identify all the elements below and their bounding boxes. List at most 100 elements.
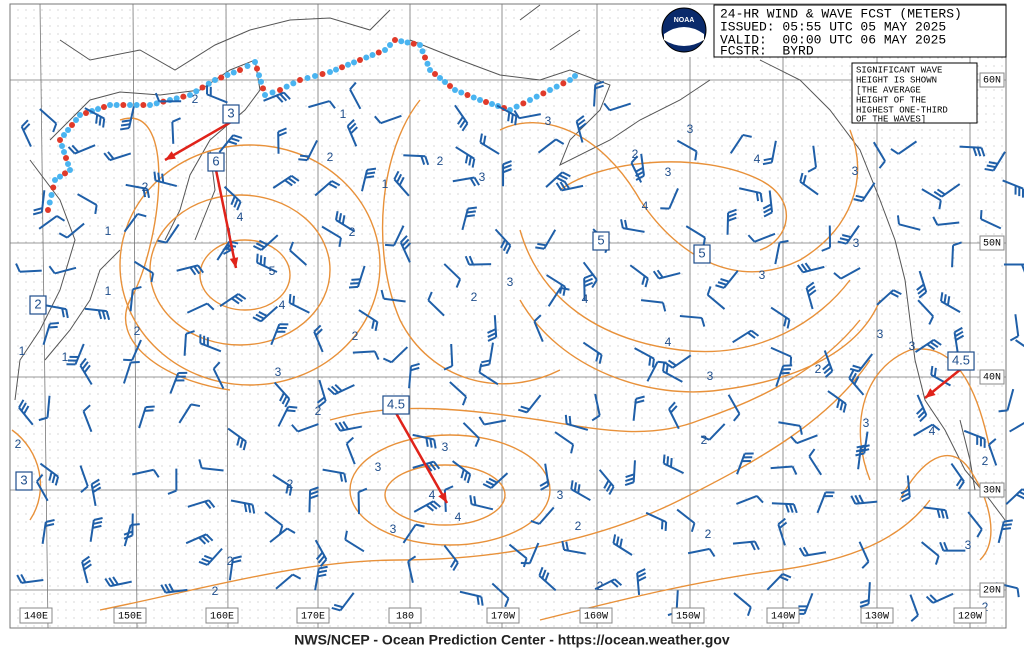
ice-dot xyxy=(424,60,431,67)
wind-barb xyxy=(632,395,645,421)
barb-feather xyxy=(823,366,832,375)
wind-barb xyxy=(848,369,865,396)
barb-feather xyxy=(917,287,926,295)
barb-feather xyxy=(807,166,817,173)
barb-feather xyxy=(374,115,382,124)
barb-staff xyxy=(727,394,741,415)
wind-barb xyxy=(275,573,302,590)
barb-feather xyxy=(464,255,471,265)
wind-barb xyxy=(157,223,180,244)
barb-feather xyxy=(79,357,87,367)
barb-staff xyxy=(796,434,818,445)
barb-feather xyxy=(747,331,756,339)
wind-barb xyxy=(313,324,324,353)
barb-feather xyxy=(933,190,943,198)
barb-feather xyxy=(850,372,857,382)
barb-staff xyxy=(131,339,142,361)
longitude-label: 120W xyxy=(958,612,982,623)
barb-feather xyxy=(660,520,664,530)
barb-staff xyxy=(66,222,85,239)
wind-barb xyxy=(44,304,69,319)
barb-staff xyxy=(349,88,362,110)
barb-feather xyxy=(540,484,549,491)
wind-barb xyxy=(582,341,603,364)
wind-barb xyxy=(185,533,214,545)
ice-dot xyxy=(375,49,382,56)
barb-feather xyxy=(998,409,1008,413)
ice-dot xyxy=(417,42,423,48)
wave-height-box-label: 5 xyxy=(698,245,705,260)
barb-staff xyxy=(708,423,726,441)
barb-feather xyxy=(919,414,928,423)
barb-staff xyxy=(275,573,294,590)
label-bg xyxy=(388,607,422,624)
barb-feather xyxy=(121,119,131,123)
barb-staff xyxy=(840,267,861,280)
contour-label: 2 xyxy=(352,329,359,343)
barb-feather xyxy=(480,363,490,368)
wind-barb xyxy=(953,326,965,355)
wind-barb xyxy=(90,478,102,507)
barb-staff xyxy=(518,113,541,120)
header-line: VALID: 00:00 UTC 06 MAY 2025 xyxy=(720,32,946,47)
barb-feather xyxy=(460,469,465,479)
barb-staff xyxy=(297,423,319,433)
barb-feather xyxy=(429,502,438,510)
wind-barb xyxy=(308,100,336,109)
note-line: HEIGHT IS SHOWN xyxy=(856,75,937,85)
barb-feather xyxy=(461,396,468,406)
wind-barb xyxy=(591,393,601,422)
wind-barb xyxy=(916,394,928,423)
barb-feather xyxy=(164,583,171,593)
wind-barb xyxy=(291,423,319,433)
ice-dot xyxy=(447,83,453,89)
barb-feather xyxy=(849,367,860,373)
wind-barb xyxy=(384,225,405,247)
header-line: FCSTR: BYRD xyxy=(720,43,814,58)
wind-barb xyxy=(479,133,500,155)
barb-staff xyxy=(132,468,154,476)
wind-barb xyxy=(345,436,356,465)
label-box xyxy=(222,104,240,124)
ice-dot xyxy=(464,92,471,98)
wind-barb xyxy=(298,139,318,162)
ice-dot xyxy=(312,73,318,79)
ice-dot xyxy=(290,80,297,87)
wind-barb xyxy=(930,365,951,387)
longitude-label: 150W xyxy=(676,612,700,623)
barb-staff xyxy=(123,524,132,547)
barb-feather xyxy=(624,219,628,230)
barb-staff xyxy=(508,543,528,560)
wind-barb xyxy=(545,171,571,188)
barb-feather xyxy=(463,471,468,481)
barb-feather xyxy=(258,311,268,317)
wind-barb xyxy=(917,299,935,325)
barb-feather xyxy=(201,557,211,563)
wind-barb xyxy=(374,114,402,125)
barb-feather xyxy=(786,319,791,329)
longitude-label: 170W xyxy=(491,612,515,623)
barb-staff xyxy=(646,361,659,382)
barb-feather xyxy=(429,462,437,471)
barb-feather xyxy=(319,558,328,567)
latitude-label: 60N xyxy=(983,76,1001,87)
ice-dot xyxy=(333,66,339,73)
barb-feather xyxy=(344,530,348,540)
barb-staff xyxy=(898,223,921,231)
wind-barb xyxy=(1015,339,1024,348)
barb-feather xyxy=(779,239,789,244)
wind-barb xyxy=(620,219,645,233)
wind-barb xyxy=(913,423,941,437)
barb-feather xyxy=(452,562,459,572)
wind-barb xyxy=(1005,488,1024,505)
contour-label: 2 xyxy=(315,404,322,418)
barb-feather xyxy=(916,283,925,291)
wind-barb xyxy=(167,468,178,495)
wind-barb xyxy=(273,381,291,408)
wind-barb xyxy=(517,394,542,414)
contour-label: 2 xyxy=(982,454,989,468)
barb-feather xyxy=(230,137,240,142)
ice-dot xyxy=(452,87,458,93)
ice-dot xyxy=(113,102,120,108)
barb-feather xyxy=(530,519,540,525)
